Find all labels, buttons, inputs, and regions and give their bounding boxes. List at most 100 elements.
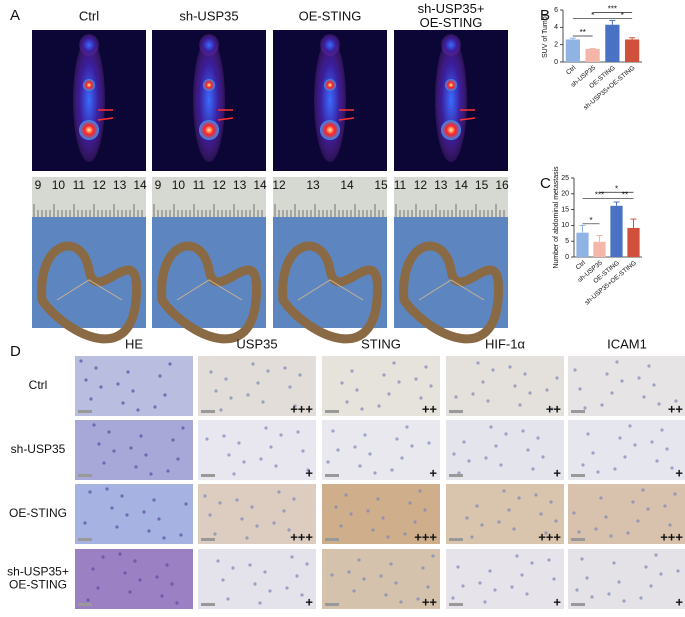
ihc-score: ++ — [422, 401, 438, 416]
nucleus — [416, 597, 420, 601]
nucleus — [285, 586, 289, 590]
nucleus — [373, 471, 377, 475]
ihc-image — [198, 420, 316, 480]
y-tick-label: 5 — [565, 238, 569, 245]
scale-bar — [201, 603, 215, 606]
nucleus — [424, 365, 428, 369]
scale-bar — [325, 538, 339, 541]
pet-hotspot — [320, 120, 340, 140]
nucleus — [465, 516, 469, 520]
ihc-score: + — [429, 465, 437, 480]
nucleus — [483, 600, 487, 604]
pet-body — [193, 38, 225, 162]
nucleus — [647, 364, 651, 368]
nucleus — [219, 408, 223, 412]
nucleus — [536, 436, 540, 440]
nucleus — [96, 586, 100, 590]
nucleus — [371, 528, 375, 532]
nucleus — [165, 563, 169, 567]
ruler-label: 12 — [93, 178, 107, 192]
nucleus — [162, 536, 166, 540]
mesentery — [418, 279, 485, 301]
nucleus — [209, 370, 213, 374]
nucleus — [591, 451, 595, 455]
nucleus — [266, 369, 270, 373]
nucleus — [349, 512, 353, 516]
nucleus — [510, 585, 514, 589]
nucleus — [572, 511, 576, 515]
nucleus — [242, 460, 246, 464]
nucleus — [641, 488, 645, 492]
intestine — [399, 241, 504, 344]
bar — [585, 49, 600, 62]
bar — [610, 205, 623, 257]
nucleus — [530, 561, 534, 565]
arrow — [459, 117, 476, 121]
nucleus — [268, 589, 272, 593]
ruler-label: 11 — [73, 178, 86, 192]
group-label: Ctrl — [79, 8, 99, 23]
nucleus — [101, 555, 105, 559]
nucleus — [502, 489, 506, 493]
arrow — [338, 117, 355, 121]
pet-body — [73, 38, 105, 162]
nucleus — [577, 530, 581, 534]
nucleus — [362, 577, 366, 581]
nucleus — [623, 455, 627, 459]
ruler-label: 14 — [455, 178, 469, 192]
pet-hotspot — [199, 120, 219, 140]
y-tick-label: 0 — [565, 254, 569, 261]
nucleus — [475, 504, 479, 508]
nucleus — [581, 463, 585, 467]
nucleus — [549, 500, 553, 504]
ihc-image — [75, 484, 193, 544]
nucleus — [410, 444, 414, 448]
nucleus — [89, 397, 93, 401]
nucleus — [586, 432, 590, 436]
nucleus — [97, 442, 101, 446]
nucleus — [227, 453, 231, 457]
nucleus — [394, 581, 398, 585]
significance-label: *** — [608, 5, 617, 14]
nucleus — [79, 359, 83, 363]
ihc-score: +++ — [290, 401, 313, 416]
nucleus — [274, 464, 278, 468]
nucleus — [235, 498, 239, 502]
intestine — [157, 241, 262, 344]
nucleus — [523, 372, 527, 376]
nucleus — [350, 369, 354, 373]
nucleus — [232, 472, 236, 476]
y-axis-title: SUV of Tumor — [542, 13, 549, 58]
scale-bar — [449, 538, 463, 541]
nucleus — [493, 588, 497, 592]
nucleus — [397, 380, 401, 384]
nucleus — [205, 437, 209, 441]
nucleus — [545, 388, 549, 392]
nucleus — [139, 434, 143, 438]
nucleus — [617, 580, 621, 584]
nucleus — [426, 585, 430, 589]
nucleus — [115, 525, 119, 529]
scale-bar — [325, 603, 339, 606]
nucleus — [240, 517, 244, 521]
scale-bar — [571, 474, 585, 477]
significance-label: *** — [595, 191, 604, 200]
nucleus — [663, 504, 667, 508]
nucleus — [590, 595, 594, 599]
nucleus — [580, 557, 584, 561]
nucleus — [295, 574, 299, 578]
nucleus — [250, 505, 254, 509]
nucleus — [431, 554, 435, 558]
row-label: sh-USP35+ OE-STING — [7, 565, 69, 592]
ruler-label: 15 — [374, 178, 388, 192]
nucleus — [457, 471, 461, 475]
nucleus — [136, 408, 140, 412]
nucleus — [222, 434, 226, 438]
nucleus — [610, 391, 614, 395]
nucleus — [155, 575, 159, 579]
nucleus — [642, 395, 646, 399]
y-tick-label: 0 — [554, 59, 558, 66]
nucleus — [216, 559, 220, 563]
column-header: HE — [125, 336, 143, 351]
ihc-image — [322, 356, 440, 416]
